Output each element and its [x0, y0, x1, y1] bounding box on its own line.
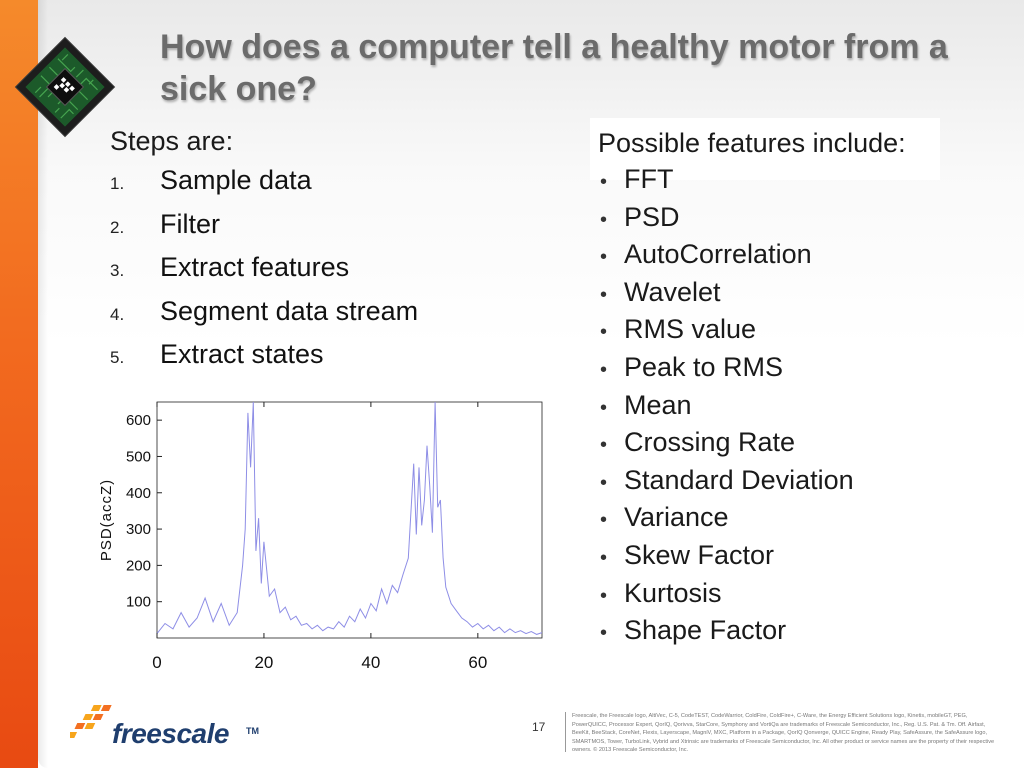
feature-label: Peak to RMS	[624, 351, 784, 382]
y-axis-label: PSD(accZ)	[98, 479, 115, 561]
freescale-chip-icon	[14, 36, 116, 138]
features-heading: Possible features include:	[598, 128, 906, 158]
freescale-swoosh-icon	[70, 705, 112, 738]
feature-label: Kurtosis	[624, 577, 722, 608]
feature-label: Variance	[624, 502, 729, 533]
bullet: •	[600, 246, 608, 269]
logo-wordmark: freescale	[112, 718, 229, 749]
step-number: 4.	[110, 304, 125, 324]
feature-label: Crossing Rate	[624, 427, 796, 458]
feature-label: AutoCorrelation	[624, 239, 812, 270]
page-number: 17	[532, 720, 546, 734]
psd-chart: 100 200 300 400 500 600 0 20 40 60 PSD(accZ)	[98, 401, 543, 672]
bullet: •	[600, 546, 608, 569]
feature-item: • AutoCorrelation	[600, 239, 854, 277]
feature-item: • Kurtosis	[600, 578, 854, 616]
y-tick-label: 600	[126, 412, 151, 429]
feature-item: • RMS value	[600, 314, 854, 352]
feature-item: • Skew Factor	[600, 540, 854, 578]
psd-series-line	[156, 401, 543, 635]
step-text: Extract features	[160, 252, 350, 283]
step-item: 5. Extract states	[110, 339, 530, 383]
feature-label: Mean	[624, 389, 692, 420]
feature-label: FFT	[624, 164, 674, 194]
feature-item: • Wavelet	[600, 277, 854, 315]
bullet: •	[600, 321, 608, 344]
feature-item: • FFT	[600, 164, 854, 202]
step-text: Segment data stream	[160, 295, 419, 326]
y-tick-label: 100	[126, 594, 151, 611]
feature-item: • PSD	[600, 202, 854, 240]
step-item: 2. Filter	[110, 209, 530, 253]
step-number: 5.	[110, 348, 125, 368]
feature-label: RMS value	[624, 314, 757, 345]
features-list: • FFT • PSD • AutoCorrelation • Wavelet • RMS…	[600, 164, 854, 653]
feature-item: • Variance	[600, 502, 854, 540]
x-tick-label: 0	[152, 653, 161, 672]
step-number: 1.	[110, 174, 125, 193]
step-item: 3. Extract features	[110, 252, 530, 296]
bullet: •	[600, 171, 608, 193]
feature-item: • Shape Factor	[600, 615, 854, 653]
step-item: 4. Segment data stream	[110, 296, 530, 340]
slide-title: How does a computer tell a healthy motor…	[160, 28, 948, 108]
feature-label: PSD	[624, 201, 680, 232]
x-tick-label: 60	[468, 653, 487, 672]
freescale-logo: freescale TM	[70, 700, 260, 750]
feature-label: Standard Deviation	[624, 464, 854, 495]
feature-label: Shape Factor	[624, 615, 787, 646]
bullet: •	[600, 283, 608, 306]
feature-label: Skew Factor	[624, 539, 775, 570]
panel-edge-shadow	[38, 0, 48, 768]
x-tick-label: 40	[361, 653, 380, 672]
step-number: 3.	[110, 261, 125, 281]
bullet: •	[600, 208, 608, 231]
y-tick-label: 400	[126, 485, 151, 502]
steps-section: Steps are: 1. Sample data 2. Filter 3. E…	[110, 126, 530, 383]
bullet: •	[600, 622, 608, 645]
steps-heading: Steps are:	[110, 126, 234, 156]
step-text: Extract states	[160, 339, 324, 370]
bullet: •	[600, 509, 608, 532]
y-tick-label: 500	[126, 448, 151, 465]
step-text: Sample data	[160, 165, 312, 195]
y-tick-label: 300	[126, 521, 151, 538]
bullet: •	[600, 584, 608, 607]
features-heading-box	[590, 118, 940, 180]
feature-item: • Peak to RMS	[600, 352, 854, 390]
bullet: •	[600, 471, 608, 494]
step-item: 1. Sample data	[110, 165, 530, 209]
feature-item: • Mean	[600, 390, 854, 428]
bullet: •	[600, 434, 608, 457]
steps-list: 1. Sample data 2. Filter 3. Extract feat…	[110, 165, 530, 383]
step-text: Filter	[160, 208, 220, 239]
step-number: 2.	[110, 217, 125, 237]
footer-divider	[565, 712, 566, 752]
y-tick-label: 200	[126, 557, 151, 574]
feature-label: Wavelet	[624, 276, 721, 307]
x-tick-label: 20	[254, 653, 273, 672]
legal-notice: Freescale, the Freescale logo, AltiVec, …	[572, 713, 995, 753]
feature-item: • Crossing Rate	[600, 427, 854, 465]
feature-item: • Standard Deviation	[600, 465, 854, 503]
bullet: •	[600, 396, 608, 419]
trademark-mark: TM	[246, 726, 259, 736]
orange-side-bar	[0, 0, 38, 768]
bullet: •	[600, 358, 608, 381]
plot-area	[156, 401, 543, 639]
